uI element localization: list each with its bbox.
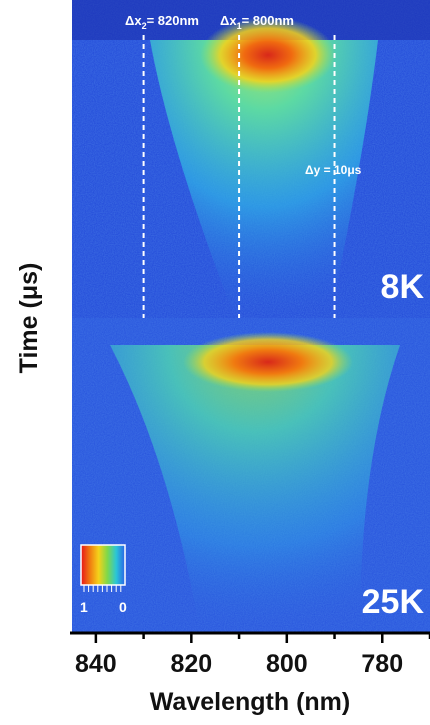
panel-label-25k: 25K xyxy=(362,583,425,621)
x-tick-label-780: 780 xyxy=(361,650,403,678)
panel-label-8k: 8K xyxy=(381,268,425,306)
annotation-dx2: Δx2= 820nm xyxy=(125,13,199,31)
x-axis-ticks: 840 820 800 780 xyxy=(75,633,430,678)
annotation-dx1: Δx1= 800nm xyxy=(220,13,294,31)
x-tick-label-820: 820 xyxy=(170,650,212,678)
x-axis-label: Wavelength (nm) xyxy=(150,688,350,716)
colorbar-max-label: 0 xyxy=(119,599,127,615)
panel-8k xyxy=(72,0,430,318)
colorbar-ticks xyxy=(83,585,122,592)
x-tick-label-800: 800 xyxy=(266,650,308,678)
y-axis-label: Time (μs) xyxy=(15,263,43,374)
colorbar-min-label: 1 xyxy=(80,599,88,615)
panel-25k xyxy=(72,318,430,632)
dashed-markers xyxy=(142,35,336,318)
colorbar: 1 0 xyxy=(80,544,127,615)
annotation-dy: Δy = 10μs xyxy=(305,163,362,177)
x-tick-label-840: 840 xyxy=(75,650,117,678)
